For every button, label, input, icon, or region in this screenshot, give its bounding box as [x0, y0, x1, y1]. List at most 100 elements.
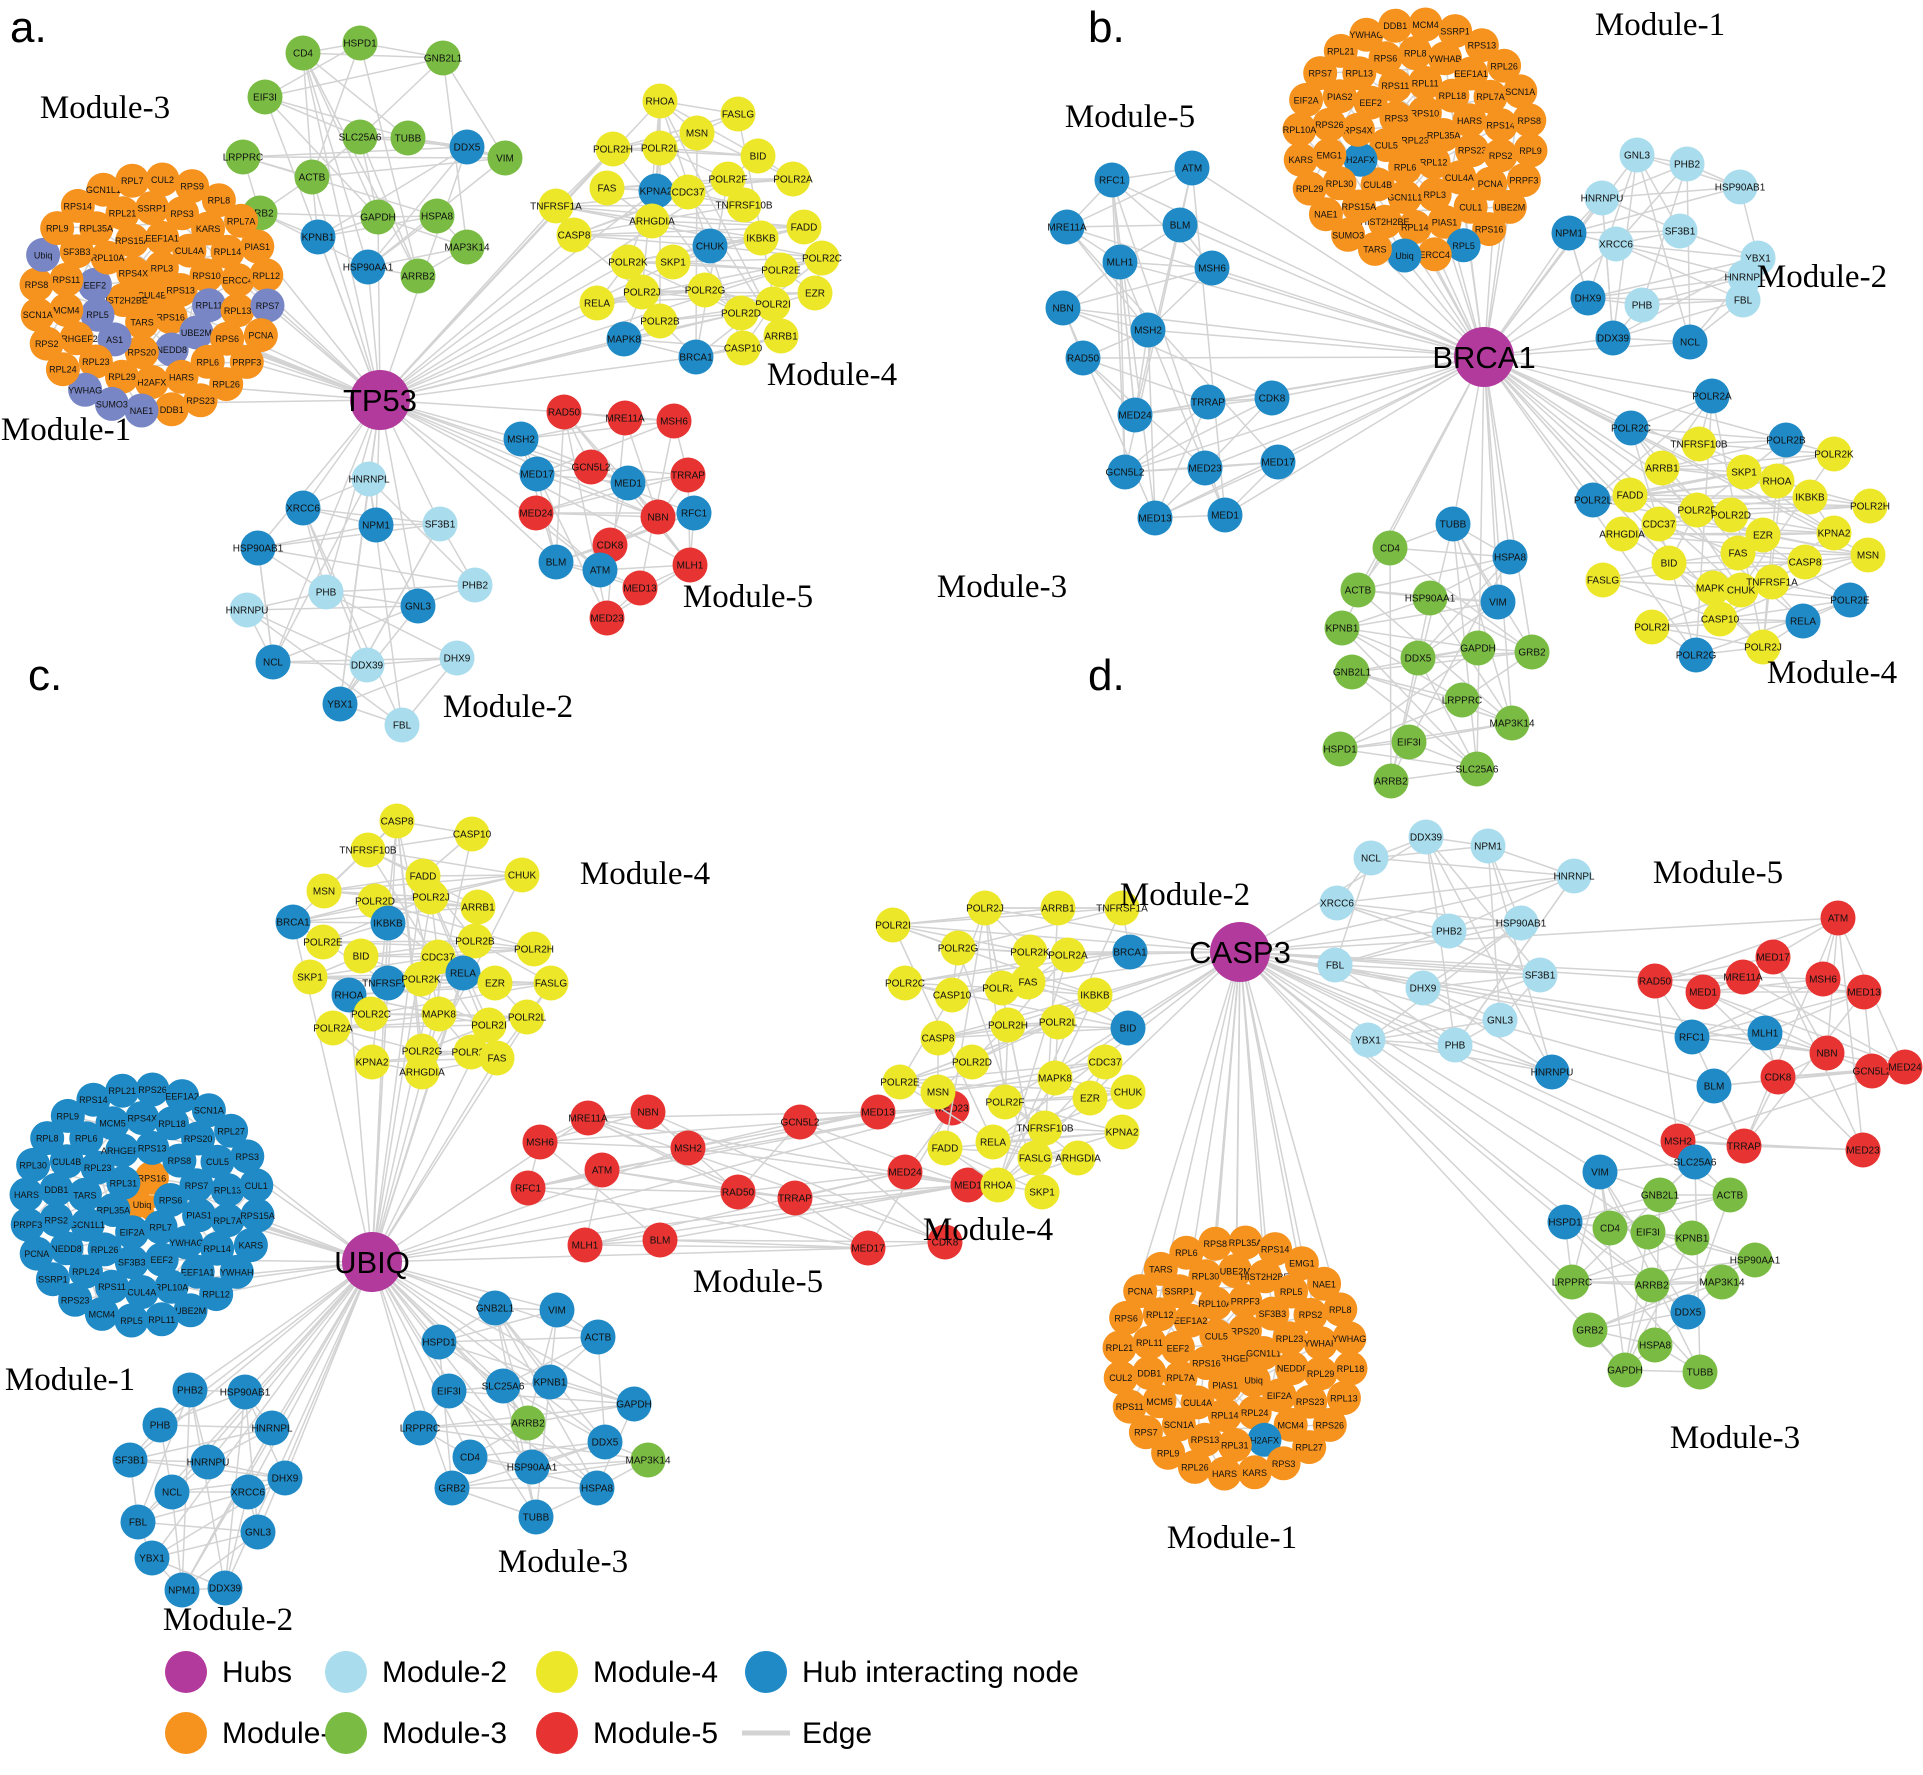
node-FASLG[interactable]: FASLG [533, 965, 569, 1001]
node-CHUK[interactable]: CHUK [1723, 572, 1759, 608]
node-ARRB1[interactable]: ARRB1 [763, 318, 799, 354]
node-RPS2[interactable]: RPS2 [29, 326, 64, 361]
node-CDK8[interactable]: CDK8 [1254, 380, 1290, 416]
node-RPL6[interactable]: RPL6 [1169, 1235, 1204, 1270]
node-TRRAP[interactable]: TRRAP [670, 457, 706, 493]
node-POLR2L[interactable]: POLR2L [641, 130, 680, 166]
node-VIM[interactable]: VIM [1582, 1154, 1618, 1190]
node-Ubiq[interactable]: Ubiq [1387, 238, 1422, 273]
node-HSPD1[interactable]: HSPD1 [421, 1324, 457, 1360]
node-IKBKB[interactable]: IKBKB [370, 905, 406, 941]
node-DDB1[interactable]: DDB1 [1378, 8, 1413, 43]
node-RPL11[interactable]: RPL11 [144, 1302, 179, 1337]
node-DHX9[interactable]: DHX9 [1570, 280, 1606, 316]
node-MLH1[interactable]: MLH1 [567, 1227, 603, 1263]
node-CDC37[interactable]: CDC37 [670, 174, 706, 210]
node-GAPDH[interactable]: GAPDH [1460, 630, 1496, 666]
node-MED1[interactable]: MED1 [610, 465, 646, 501]
node-SCN1A[interactable]: SCN1A [1503, 74, 1538, 109]
node-YBX1[interactable]: YBX1 [322, 686, 358, 722]
node-ACTB[interactable]: ACTB [1340, 572, 1376, 608]
node-ARRB2[interactable]: ARRB2 [1634, 1267, 1670, 1303]
node-RPS8[interactable]: RPS8 [19, 267, 54, 302]
node-LRPPRC[interactable]: LRPPRC [1552, 1264, 1593, 1300]
node-FASLG[interactable]: FASLG [1585, 562, 1621, 598]
node-BID[interactable]: BID [343, 938, 379, 974]
node-MSH2[interactable]: MSH2 [503, 421, 539, 457]
node-FBL[interactable]: FBL [120, 1504, 156, 1540]
node-KPNB1[interactable]: KPNB1 [532, 1364, 568, 1400]
node-GRB2[interactable]: GRB2 [1514, 634, 1550, 670]
node-FADD[interactable]: FADD [927, 1130, 963, 1166]
node-CUL1[interactable]: CUL1 [239, 1168, 274, 1203]
node-CASP10[interactable]: CASP10 [933, 977, 972, 1013]
node-MAP3K14[interactable]: MAP3K14 [444, 229, 490, 265]
node-POLR2L[interactable]: POLR2L [508, 999, 547, 1035]
node-RAD50[interactable]: RAD50 [720, 1174, 756, 1210]
node-POLR2I[interactable]: POLR2I [1634, 609, 1670, 645]
node-EMG1[interactable]: EMG1 [1312, 137, 1347, 172]
node-KPNA2[interactable]: KPNA2 [354, 1044, 390, 1080]
node-EZR[interactable]: EZR [477, 965, 513, 1001]
node-MAP3K14[interactable]: MAP3K14 [625, 1442, 671, 1478]
node-HSPD1[interactable]: HSPD1 [1547, 1204, 1583, 1240]
node-TUBB[interactable]: TUBB [1435, 506, 1471, 542]
node-PHB2[interactable]: PHB2 [457, 567, 493, 603]
node-PCNA[interactable]: PCNA [19, 1236, 54, 1271]
node-BLM[interactable]: BLM [642, 1222, 678, 1258]
node-XRCC6[interactable]: XRCC6 [230, 1474, 266, 1510]
node-POLR2K[interactable]: POLR2K [1814, 436, 1854, 472]
node-GRB2[interactable]: GRB2 [1572, 1312, 1608, 1348]
node-TNFRSF10B[interactable]: TNFRSF10B [339, 832, 397, 868]
node-DDX5[interactable]: DDX5 [587, 1424, 623, 1460]
node-NCL[interactable]: NCL [255, 644, 291, 680]
node-YWHAH[interactable]: YWHAH [1303, 1326, 1338, 1361]
node-IKBKB[interactable]: IKBKB [1077, 977, 1113, 1013]
node-GAPDH[interactable]: GAPDH [616, 1386, 652, 1422]
node-FBL[interactable]: FBL [384, 707, 420, 743]
node-POLR2H[interactable]: POLR2H [988, 1007, 1028, 1043]
node-HSPA8[interactable]: HSPA8 [419, 198, 455, 234]
node-MED17[interactable]: MED17 [850, 1230, 886, 1266]
node-ERCC4[interactable]: ERCC4 [1417, 237, 1452, 272]
node-BID[interactable]: BID [740, 138, 776, 174]
node-TUBB[interactable]: TUBB [518, 1499, 554, 1535]
node-KPNA2[interactable]: KPNA2 [1816, 515, 1852, 551]
node-POLR2F[interactable]: POLR2F [986, 1084, 1025, 1120]
node-CD4[interactable]: CD4 [285, 35, 321, 71]
node-RFC1[interactable]: RFC1 [1094, 162, 1130, 198]
node-DDB1[interactable]: DDB1 [1132, 1355, 1167, 1390]
node-POLR2E[interactable]: POLR2E [761, 252, 801, 288]
node-POLR2A[interactable]: POLR2A [773, 161, 813, 197]
node-NCL[interactable]: NCL [1353, 840, 1389, 876]
node-EZR[interactable]: EZR [797, 275, 833, 311]
hub-UBIQ[interactable]: UBIQ [334, 1232, 410, 1292]
node-RPL13[interactable]: RPL13 [210, 1173, 245, 1208]
node-NPM1[interactable]: NPM1 [358, 507, 394, 543]
node-RAD50[interactable]: RAD50 [1065, 340, 1101, 376]
node-MED24[interactable]: MED24 [1117, 397, 1153, 433]
node-MED13[interactable]: MED13 [860, 1094, 896, 1130]
node-MSH6[interactable]: MSH6 [1805, 961, 1841, 997]
node-HARS[interactable]: HARS [1207, 1456, 1242, 1491]
node-HSPD1[interactable]: HSPD1 [342, 25, 378, 61]
node-RPS7[interactable]: RPS7 [250, 288, 285, 323]
node-ARRB1[interactable]: ARRB1 [460, 889, 496, 925]
node-MED1[interactable]: MED1 [1685, 974, 1721, 1010]
node-MRE11A[interactable]: MRE11A [1047, 209, 1087, 245]
node-RPS23[interactable]: RPS23 [183, 383, 218, 418]
node-KPNA2[interactable]: KPNA2 [638, 173, 674, 209]
node-POLR2E[interactable]: POLR2E [303, 924, 343, 960]
node-CHUK[interactable]: CHUK [504, 857, 540, 893]
node-MAPK8[interactable]: MAPK8 [1037, 1060, 1073, 1096]
node-NPM1[interactable]: NPM1 [1551, 215, 1587, 251]
node-PHB[interactable]: PHB [1624, 287, 1660, 323]
node-RPL29[interactable]: RPL29 [1292, 171, 1327, 206]
node-GNB2L1[interactable]: GNB2L1 [476, 1290, 515, 1326]
node-MSH2[interactable]: MSH2 [1130, 312, 1166, 348]
node-TRRAP[interactable]: TRRAP [777, 1180, 813, 1216]
node-RPL7[interactable]: RPL7 [115, 163, 150, 198]
node-FBL[interactable]: FBL [1725, 282, 1761, 318]
node-RPS3[interactable]: RPS3 [230, 1139, 265, 1174]
hub-CASP3[interactable]: CASP3 [1189, 922, 1291, 982]
